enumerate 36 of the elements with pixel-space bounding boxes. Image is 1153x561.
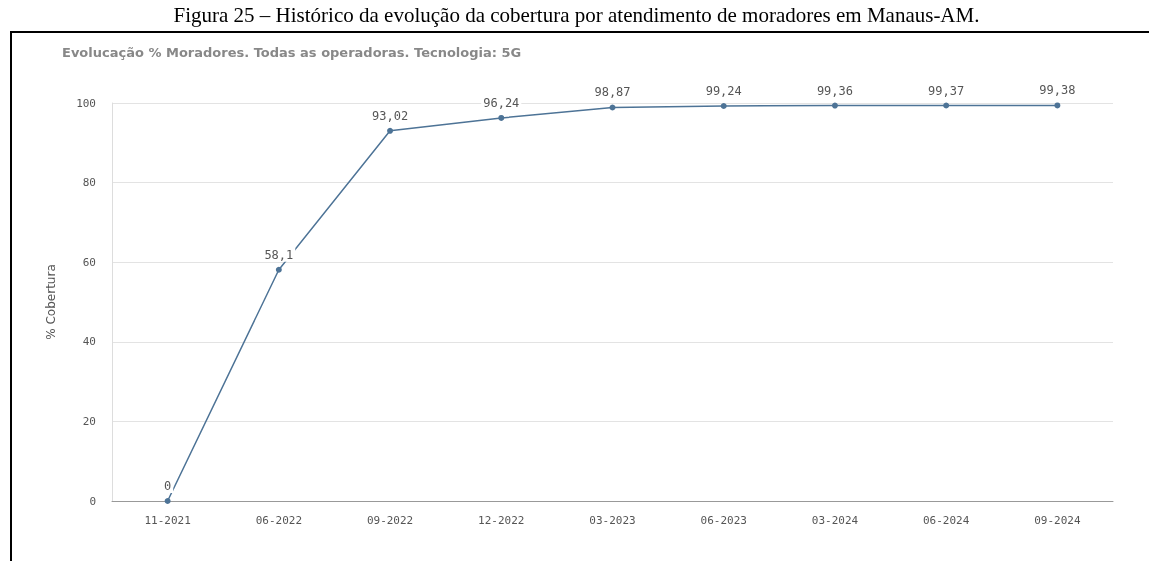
data-label: 0 [163, 479, 172, 493]
point [609, 104, 616, 111]
point [943, 102, 950, 109]
point [1054, 102, 1061, 109]
x-tick-label: 06-2023 [700, 514, 747, 527]
x-tick-label: 03-2023 [589, 514, 636, 527]
y-tick-label: 0 [89, 494, 96, 508]
point [831, 102, 838, 109]
y-tick-label: 80 [82, 176, 96, 190]
y-tick-label: 20 [82, 414, 96, 428]
point [275, 266, 282, 273]
point [498, 114, 505, 121]
data-label: 93,02 [371, 108, 409, 123]
x-tick-label: 11-2021 [144, 514, 191, 527]
data-label: 96,24 [483, 95, 520, 110]
data-label: 99,24 [705, 84, 742, 99]
x-tick-label: 06-2024 [922, 514, 970, 527]
point [164, 498, 171, 504]
point [387, 127, 394, 134]
data-label: 99,38 [1039, 83, 1076, 98]
data-label: 99,36 [816, 83, 854, 98]
x-tick-label: 12-2022 [478, 514, 525, 527]
y-tick-label: 60 [82, 255, 96, 269]
y-tick-label: 100 [76, 96, 96, 110]
data-label: 99,37 [928, 83, 965, 98]
y-axis-title: % Cobertura [44, 264, 58, 340]
chart-title: Figura 25 – Histórico da evolução da cobertura por atendimento de moradores em Manaus-AM. [172, 2, 981, 29]
data-label: 58,1 [264, 247, 294, 262]
x-tick-label: 06-2022 [255, 514, 303, 527]
x-tick-label: 09-2022 [366, 514, 414, 527]
point [720, 103, 727, 110]
y-tick-label: 40 [82, 335, 96, 349]
data-label: 98,87 [594, 85, 631, 100]
x-tick-label: 09-2024 [1034, 514, 1081, 527]
chart-subtitle: Evolucação % Moradores. Todas as operadoras. Tecnologia: 5G [62, 45, 522, 60]
x-tick-label: 03-2024 [811, 514, 859, 527]
